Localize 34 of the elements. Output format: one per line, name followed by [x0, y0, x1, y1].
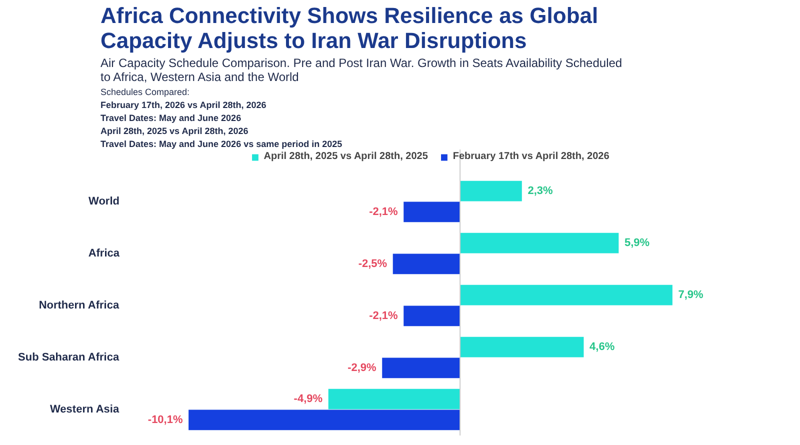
- y-tick-label: World: [88, 196, 120, 208]
- data-label: 5,9%: [624, 237, 650, 250]
- bar: [460, 284, 672, 306]
- text: Travel Dates: May and June 2026: [100, 113, 242, 123]
- text: April 28th, 2025 vs April 28th, 2026: [100, 126, 248, 136]
- data-label: -2,5%: [358, 258, 388, 270]
- bar: [382, 358, 460, 378]
- bar: [404, 202, 460, 222]
- y-tick-label: Africa: [88, 248, 120, 260]
- data-label: -2,9%: [348, 362, 377, 374]
- data-label: -4,9%: [294, 393, 323, 406]
- data-label: -10,1%: [148, 414, 183, 426]
- bar: [392, 254, 460, 274]
- bar: [460, 232, 619, 254]
- data-label: -2,1%: [369, 206, 398, 218]
- text: Travel Dates: May and June 2026 vs same period in 2025: [100, 139, 342, 149]
- text: February 17th, 2026 vs April 28th, 2026: [100, 100, 266, 110]
- data-label: 2,3%: [528, 185, 553, 198]
- bar: [188, 410, 460, 430]
- bar: [460, 336, 584, 358]
- data-label: 7,9%: [678, 289, 704, 302]
- legend-label: April 28th, 2025 vs April 28th, 2025: [264, 151, 428, 162]
- data-label: -2,1%: [369, 310, 398, 322]
- bar: [460, 180, 522, 202]
- y-tick-label: Northern Africa: [38, 300, 120, 312]
- bar: [404, 306, 460, 326]
- bar: [328, 388, 460, 410]
- y-tick-label: Sub Saharan Africa: [18, 352, 120, 364]
- chart-subtitle: Air Capacity Schedule Comparison. Pre and Post Iran War. Growth in Seats Availability Scheduled to Africa, Western Asia and the World: [100, 56, 622, 84]
- chart-title: Africa Connectivity Shows Resilience as Global Capacity Adjusts to Iran War Disruptions: [100, 3, 598, 53]
- legend-label: February 17th vs April 28th, 2026: [452, 151, 610, 162]
- data-label: 4,6%: [590, 341, 615, 354]
- y-tick-label: Western Asia: [50, 404, 120, 416]
- text: Schedules Compared:: [100, 87, 190, 97]
